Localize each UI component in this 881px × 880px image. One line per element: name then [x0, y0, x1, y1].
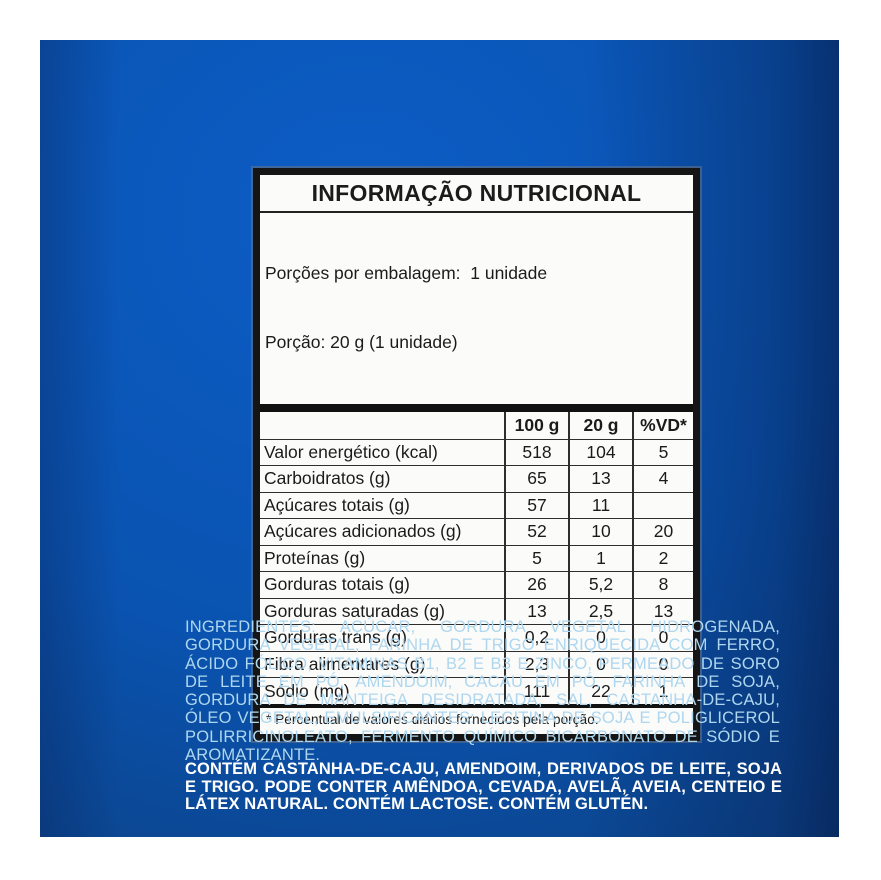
value-20g: 5,2: [568, 571, 633, 599]
allergen-statement: CONTÉM CASTANHA-DE-CAJU, AMENDOIM, DERIV…: [185, 760, 782, 814]
serving-size: Porção: 20 g (1 unidade): [265, 332, 458, 352]
value-vd: 0: [632, 624, 693, 652]
table-row: Sódio (mg) 111 22 1: [260, 677, 693, 704]
table-row: Gorduras saturadas (g) 13 2,5 13: [260, 598, 693, 625]
table-row: Fibra alimentares (g) 2,3 0 0: [260, 651, 693, 678]
value-vd: 2: [632, 545, 693, 572]
value-20g: 10: [568, 518, 633, 546]
table-row: Valor energético (kcal) 518 104 5: [260, 439, 693, 466]
value-vd: 5: [632, 439, 693, 466]
value-100g: 26: [504, 571, 569, 599]
row-label: Proteínas (g): [260, 545, 505, 572]
row-label: Fibra alimentares (g): [260, 651, 505, 678]
row-label: Valor energético (kcal): [260, 439, 505, 466]
table-row: Proteínas (g) 5 1 2: [260, 545, 693, 572]
row-label: Carboidratos (g): [260, 465, 505, 493]
thick-divider-bar: [260, 404, 693, 412]
table-header-row: 100 g 20 g %VD*: [260, 412, 693, 440]
value-100g: 518: [504, 439, 569, 466]
table-row: Gorduras trans (g) 0,2 0 0: [260, 624, 693, 652]
table-row: Gorduras totais (g) 26 5,2 8: [260, 571, 693, 599]
table-row: Açúcares totais (g) 57 11: [260, 492, 693, 519]
value-20g: 11: [568, 492, 633, 519]
table-row: Açúcares adicionados (g) 52 10 20: [260, 518, 693, 546]
header-vd: %VD*: [632, 412, 693, 440]
value-20g: 22: [568, 677, 633, 704]
value-100g: 5: [504, 545, 569, 572]
nutrition-values-table: 100 g 20 g %VD* Valor energético (kcal) …: [260, 412, 693, 704]
value-vd: 8: [632, 571, 693, 599]
value-vd: 4: [632, 465, 693, 493]
row-label: Açúcares adicionados (g): [260, 518, 505, 546]
value-20g: 2,5: [568, 598, 633, 625]
value-100g: 0,2: [504, 624, 569, 652]
value-100g: 57: [504, 492, 569, 519]
value-20g: 0: [568, 624, 633, 652]
header-100g: 100 g: [504, 412, 569, 440]
value-20g: 0: [568, 651, 633, 678]
row-label: Sódio (mg): [264, 680, 350, 701]
value-vd: 1: [632, 677, 693, 704]
row-label: Gorduras trans (g): [260, 624, 505, 652]
value-vd: 0: [632, 651, 693, 678]
value-100g: 52: [504, 518, 569, 546]
row-label: Gorduras saturadas (g): [260, 598, 505, 625]
product-label-background: INFORMAÇÃO NUTRICIONAL Porções por embal…: [40, 40, 839, 837]
value-vd: 13: [632, 598, 693, 625]
nutrition-table-title: INFORMAÇÃO NUTRICIONAL: [311, 180, 642, 206]
value-20g: 13: [568, 465, 633, 493]
header-20g: 20 g: [568, 412, 633, 440]
value-20g: 1: [568, 545, 633, 572]
value-20g: 104: [568, 439, 633, 466]
value-100g: 2,3: [504, 651, 569, 678]
nutrition-facts-table: INFORMAÇÃO NUTRICIONAL Porções por embal…: [251, 166, 702, 743]
value-vd: [632, 492, 693, 519]
row-label: Açúcares totais (g): [260, 492, 505, 519]
value-100g: 65: [504, 465, 569, 493]
row-label: Gorduras totais (g): [260, 571, 505, 599]
ingredients-paragraph: INGREDIENTES: AÇÚCAR, GORDURA VEGETAL HI…: [185, 618, 780, 765]
servings-info: Porções por embalagem: 1 unidade Porção:…: [260, 213, 693, 404]
servings-per-package: Porções por embalagem: 1 unidade: [265, 263, 548, 283]
table-row: Carboidratos (g) 65 13 4: [260, 465, 693, 493]
title-divider: [260, 211, 693, 213]
value-100g: 111: [504, 677, 569, 704]
header-empty-cell: [260, 412, 505, 440]
value-vd: 20: [632, 518, 693, 546]
daily-values-footnote: * Percentual de valores diários fornecid…: [260, 704, 693, 734]
value-100g: 13: [504, 598, 569, 625]
